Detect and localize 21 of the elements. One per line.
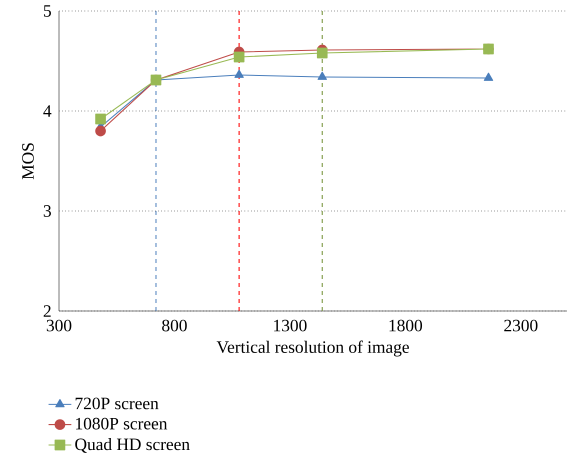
y-tick-label: 2 <box>44 305 51 317</box>
point <box>484 72 494 81</box>
legend-label: 720P screen <box>76 398 159 410</box>
y-axis-title: MOS <box>22 143 34 180</box>
point <box>95 114 106 124</box>
y-tick-label: 5 <box>44 5 51 17</box>
point <box>234 70 244 78</box>
point <box>234 52 244 62</box>
x-axis-title: Vertical resolution of image <box>216 340 409 357</box>
x-tick-label: 2300 <box>504 320 538 332</box>
x-tick-label: 300 <box>46 320 72 332</box>
point <box>318 72 327 80</box>
x-tick-label: 1300 <box>274 320 307 332</box>
point <box>95 126 106 136</box>
x-tick-label: 1800 <box>390 320 422 332</box>
y-tick-label: 3 <box>44 205 51 217</box>
legend-label: Quad HD screen <box>75 438 190 453</box>
legend-label: 1080P screen <box>76 418 168 430</box>
x-tick-label: 800 <box>162 320 187 332</box>
point <box>316 48 328 58</box>
y-tick-label: 4 <box>43 105 52 117</box>
